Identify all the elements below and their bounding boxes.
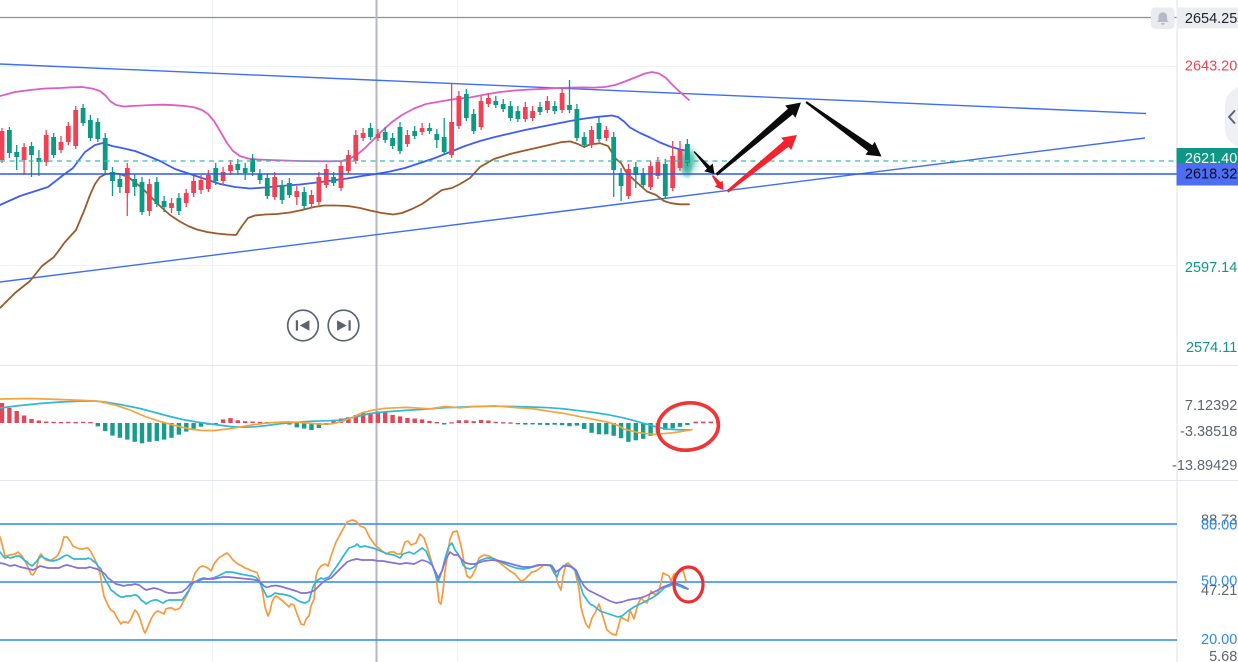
svg-text:-3.38518: -3.38518	[1180, 424, 1237, 440]
svg-text:80.00: 80.00	[1201, 518, 1237, 534]
svg-text:2618.32: 2618.32	[1185, 167, 1237, 183]
svg-text:50.00: 50.00	[1201, 574, 1237, 590]
svg-text:2574.11: 2574.11	[1186, 340, 1237, 356]
svg-text:2597.14: 2597.14	[1185, 260, 1237, 276]
svg-text:2654.25: 2654.25	[1185, 11, 1237, 27]
svg-text:47.21: 47.21	[1201, 583, 1237, 599]
svg-text:7.12392: 7.12392	[1185, 398, 1237, 414]
svg-text:2621.40: 2621.40	[1185, 151, 1237, 167]
svg-text:-13.89429: -13.89429	[1172, 458, 1237, 474]
svg-text:20.00: 20.00	[1201, 632, 1237, 648]
svg-text:2643.20: 2643.20	[1185, 59, 1237, 75]
svg-text:88.73: 88.73	[1201, 513, 1237, 529]
svg-text:5.68: 5.68	[1209, 649, 1237, 662]
